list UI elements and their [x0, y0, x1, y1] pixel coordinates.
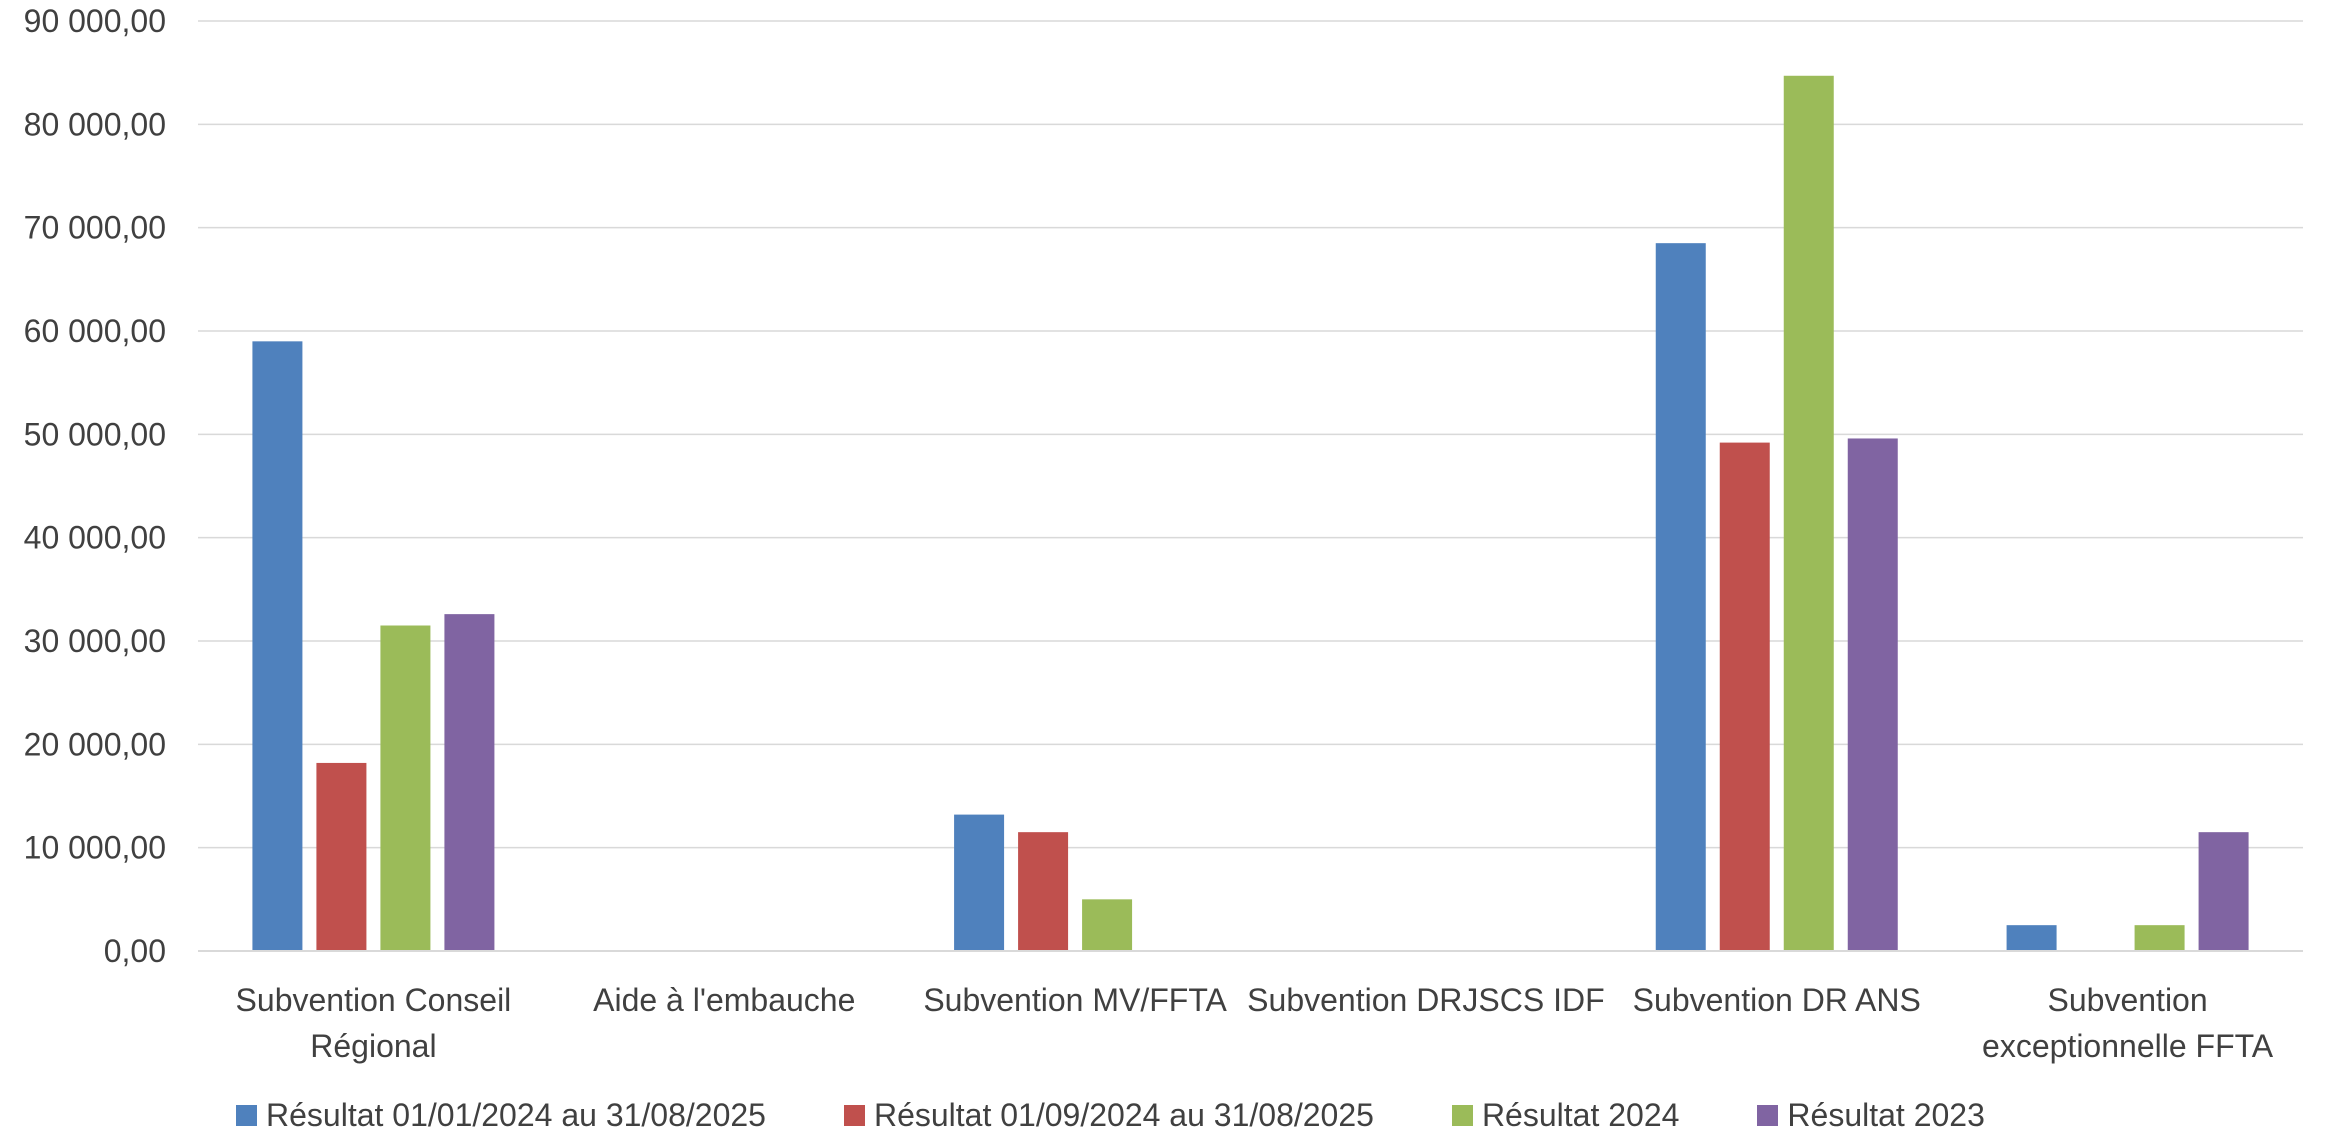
gridlines — [198, 20, 2303, 849]
bars — [252, 75, 2249, 952]
legend-label: Résultat 01/01/2024 au 31/08/2025 — [266, 1096, 766, 1133]
category-label: Régional — [310, 1028, 436, 1064]
category-label: Subvention MV/FFTA — [923, 982, 1227, 1018]
bar-chart: 0,00 10 000,00 20 000,00 30 000,00 40 000,00… — [24, 3, 2303, 1064]
y-tick-label: 90 000,00 — [24, 3, 166, 39]
y-tick-label: 60 000,00 — [24, 313, 166, 349]
y-tick-label: 20 000,00 — [24, 726, 166, 762]
bar — [380, 625, 431, 951]
legend-swatch — [1757, 1104, 1779, 1126]
y-axis-ticks: 0,00 10 000,00 20 000,00 30 000,00 40 000,00… — [24, 3, 166, 969]
legend-item: Résultat 01/09/2024 au 31/08/2025 — [843, 1096, 1374, 1134]
legend-swatch — [1451, 1104, 1473, 1126]
bar — [1783, 75, 1834, 952]
category-label: Aide à l'embauche — [593, 982, 855, 1018]
bar — [1719, 442, 1770, 951]
y-tick-label: 70 000,00 — [24, 210, 166, 246]
legend-label: Résultat 01/09/2024 au 31/08/2025 — [873, 1096, 1374, 1133]
bar — [954, 814, 1005, 951]
bar — [316, 762, 367, 951]
y-tick-label: 30 000,00 — [24, 623, 166, 659]
y-tick-label: 10 000,00 — [24, 830, 166, 866]
legend-item: Résultat 2023 — [1757, 1096, 1985, 1134]
bar — [1018, 832, 1069, 951]
bar — [1847, 438, 1898, 951]
bar — [1082, 899, 1133, 951]
category-label: exceptionnelle FFTA — [1982, 1028, 2274, 1064]
bar — [444, 614, 495, 951]
legend-item: Résultat 2024 — [1451, 1096, 1680, 1134]
bar — [2006, 925, 2057, 951]
y-tick-label: 0,00 — [104, 933, 166, 969]
y-tick-label: 40 000,00 — [24, 520, 166, 556]
category-label: Subvention DRJSCS IDF — [1247, 982, 1604, 1018]
legend-label: Résultat 2024 — [1481, 1096, 1680, 1133]
bar — [2198, 832, 2249, 951]
legend-swatch — [236, 1104, 257, 1126]
category-labels: Subvention Conseil Régional Aide à l'embau… — [236, 982, 2274, 1064]
category-label: Subvention Conseil — [236, 982, 512, 1018]
bar — [252, 341, 303, 951]
bar — [2134, 925, 2185, 951]
y-tick-label: 80 000,00 — [24, 106, 166, 142]
y-tick-label: 50 000,00 — [24, 416, 166, 452]
category-label: Subvention DR ANS — [1633, 982, 1921, 1018]
bar — [1655, 243, 1706, 951]
legend-label: Résultat 2023 — [1787, 1096, 1985, 1133]
legend: Résultat 01/01/2024 au 31/08/2025 Résulta… — [236, 1090, 2063, 1140]
legend-item: Résultat 01/01/2024 au 31/08/2025 — [236, 1097, 766, 1134]
category-label: Subvention — [2048, 982, 2208, 1018]
legend-swatch — [843, 1104, 865, 1126]
